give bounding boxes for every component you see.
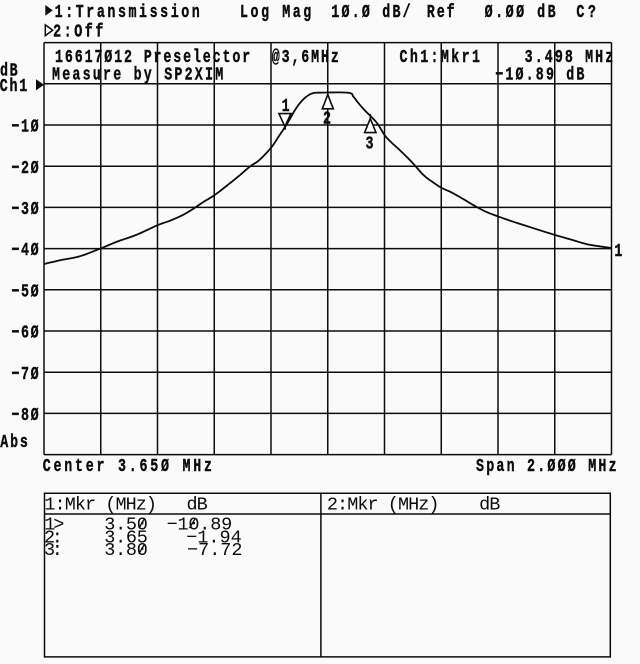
svg-text:−1Ø: −1Ø [11, 115, 38, 137]
svg-text:Log Mag: Log Mag [240, 1, 311, 23]
svg-text:−7.72: −7.72 [187, 540, 243, 561]
svg-text:Ch1: Ch1 [0, 75, 27, 97]
svg-text:−1.94: −1.94 [186, 527, 242, 548]
svg-text:2:Off: 2:Off [53, 21, 103, 43]
svg-text:Abs: Abs [0, 431, 28, 453]
svg-text:Ref: Ref [427, 1, 455, 23]
svg-text:−5Ø: −5Ø [11, 280, 38, 302]
svg-text:3: 3 [44, 540, 55, 561]
svg-text::: : [52, 540, 63, 561]
svg-text:−2Ø: −2Ø [11, 157, 38, 179]
svg-text:1: 1 [282, 95, 290, 117]
svg-text:3.80: 3.80 [104, 540, 148, 561]
svg-text:−8Ø: −8Ø [11, 404, 38, 426]
svg-text:−10.89: −10.89 [167, 515, 233, 536]
svg-text:1: 1 [614, 240, 622, 262]
svg-text:Measure by SP2XIM: Measure by SP2XIM [52, 63, 223, 85]
svg-text:>: > [53, 515, 64, 536]
svg-text:−6Ø: −6Ø [11, 321, 38, 343]
svg-text:−1Ø.89 dB: −1Ø.89 dB [495, 63, 584, 85]
svg-text:2:Mkr (MHz) dB: 2:Mkr (MHz) dB [327, 494, 501, 515]
svg-text:−4Ø: −4Ø [11, 239, 38, 261]
svg-text::: : [52, 527, 63, 548]
svg-text:−7Ø: −7Ø [11, 363, 38, 385]
svg-text:3.65: 3.65 [104, 527, 148, 548]
svg-text:2: 2 [323, 108, 331, 130]
svg-text:1:Mkr (MHz) dB: 1:Mkr (MHz) dB [44, 494, 207, 515]
svg-text:3.498 MHz: 3.498 MHz [525, 46, 614, 68]
svg-text:1: 1 [44, 515, 55, 536]
svg-text:3: 3 [365, 132, 373, 154]
svg-text:−3Ø: −3Ø [11, 198, 38, 220]
svg-text:3.50: 3.50 [104, 515, 148, 536]
svg-text:2: 2 [44, 527, 55, 548]
svg-text:Ø.ØØ dB: Ø.ØØ dB [485, 1, 556, 23]
svg-text:16617Ø12 Preselector @3,6MHz: 16617Ø12 Preselector @3,6MHz [55, 46, 339, 68]
